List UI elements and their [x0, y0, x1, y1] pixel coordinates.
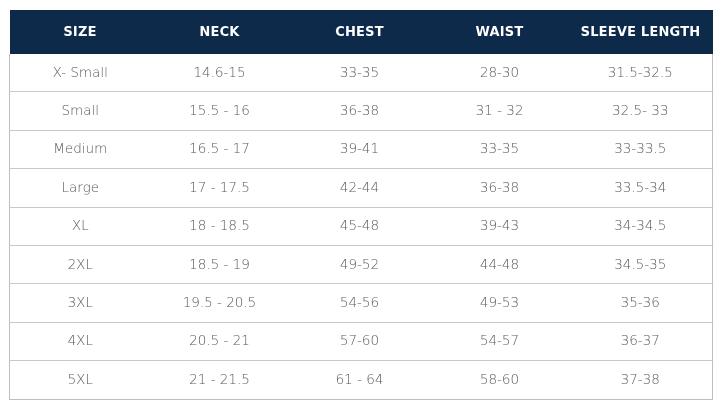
size-chart-table: SIZE NECK CHEST WAIST SLEEVE LENGTH X- Small…: [9, 10, 713, 400]
cell-waist: 44-48: [430, 244, 569, 284]
table-header: SIZE NECK CHEST WAIST SLEEVE LENGTH: [9, 10, 713, 54]
table-row: 2XL 18.5 - 19 49-52 44-48 34.5-35: [9, 244, 713, 284]
cell-size: Large: [9, 168, 151, 208]
cell-size: 4XL: [9, 321, 151, 361]
cell-chest: 49-52: [288, 244, 431, 284]
cell-chest: 39-41: [288, 129, 431, 169]
cell-chest: 45-48: [288, 206, 431, 246]
cell-neck: 17 - 17.5: [150, 168, 289, 208]
cell-sleeve-length: 33.5-34: [568, 168, 713, 208]
cell-neck: 21 - 21.5: [150, 360, 289, 400]
table-row: Large 17 - 17.5 42-44 36-38 33.5-34: [9, 168, 713, 208]
cell-sleeve-length: 36-37: [568, 321, 713, 361]
table-row: 5XL 21 - 21.5 61 - 64 58-60 37-38: [9, 360, 713, 400]
cell-neck: 16.5 - 17: [150, 129, 289, 169]
cell-sleeve-length: 31.5-32.5: [607, 64, 673, 81]
column-header-size: SIZE: [9, 10, 151, 54]
cell-neck: 15.5 - 16: [150, 91, 289, 131]
cell-size: Medium: [9, 129, 151, 169]
column-header-chest: CHEST: [288, 10, 431, 54]
cell-waist: 28-30: [479, 64, 520, 81]
cell-chest: 57-60: [288, 321, 431, 361]
cell-sleeve-length: 37-38: [568, 360, 713, 400]
cell-chest: 42-44: [288, 168, 431, 208]
cell-size: 5XL: [9, 360, 151, 400]
cell-size: X- Small: [52, 64, 108, 81]
cell-neck: 20.5 - 21: [150, 321, 289, 361]
cell-neck: 19.5 - 20.5: [150, 283, 289, 323]
table-row: X- Small 14.6-15 33-35 28-30 31.5-32.5: [10, 54, 713, 92]
cell-neck: 14.6-15: [193, 64, 246, 81]
cell-waist: 49-53: [430, 283, 569, 323]
table-row: XL 18 - 18.5 45-48 39-43 34-34.5: [9, 206, 713, 246]
table-row: Medium 16.5 - 17 39-41 33-35 33-33.5: [9, 129, 713, 169]
cell-chest: 54-56: [288, 283, 431, 323]
cell-chest: 61 - 64: [288, 360, 431, 400]
cell-size: 2XL: [9, 244, 151, 284]
column-header-waist: WAIST: [430, 10, 569, 54]
cell-neck: 18.5 - 19: [150, 244, 289, 284]
cell-size: XL: [9, 206, 151, 246]
cell-waist: 33-35: [430, 129, 569, 169]
cell-waist: 54-57: [430, 321, 569, 361]
table-row: 3XL 19.5 - 20.5 54-56 49-53 35-36: [9, 283, 713, 323]
cell-sleeve-length: 34.5-35: [568, 244, 713, 284]
cell-sleeve-length: 34-34.5: [568, 206, 713, 246]
cell-chest: 33-35: [339, 64, 380, 81]
column-header-sleeve-length: SLEEVE LENGTH: [568, 10, 713, 54]
cell-neck: 18 - 18.5: [150, 206, 289, 246]
cell-sleeve-length: 35-36: [568, 283, 713, 323]
cell-size: Small: [9, 91, 151, 131]
table-row: Small 15.5 - 16 36-38 31 - 32 32.5- 33: [9, 91, 713, 131]
cell-waist: 36-38: [430, 168, 569, 208]
cell-chest: 36-38: [288, 91, 431, 131]
column-header-neck: NECK: [150, 10, 289, 54]
cell-sleeve-length: 33-33.5: [568, 129, 713, 169]
cell-waist: 31 - 32: [430, 91, 569, 131]
table-body: X- Small 14.6-15 33-35 28-30 31.5-32.5 Small 1…: [9, 54, 713, 400]
cell-waist: 39-43: [430, 206, 569, 246]
cell-sleeve-length: 32.5- 33: [568, 91, 713, 131]
cell-size: 3XL: [9, 283, 151, 323]
cell-waist: 58-60: [430, 360, 569, 400]
table-row: 4XL 20.5 - 21 57-60 54-57 36-37: [9, 321, 713, 361]
